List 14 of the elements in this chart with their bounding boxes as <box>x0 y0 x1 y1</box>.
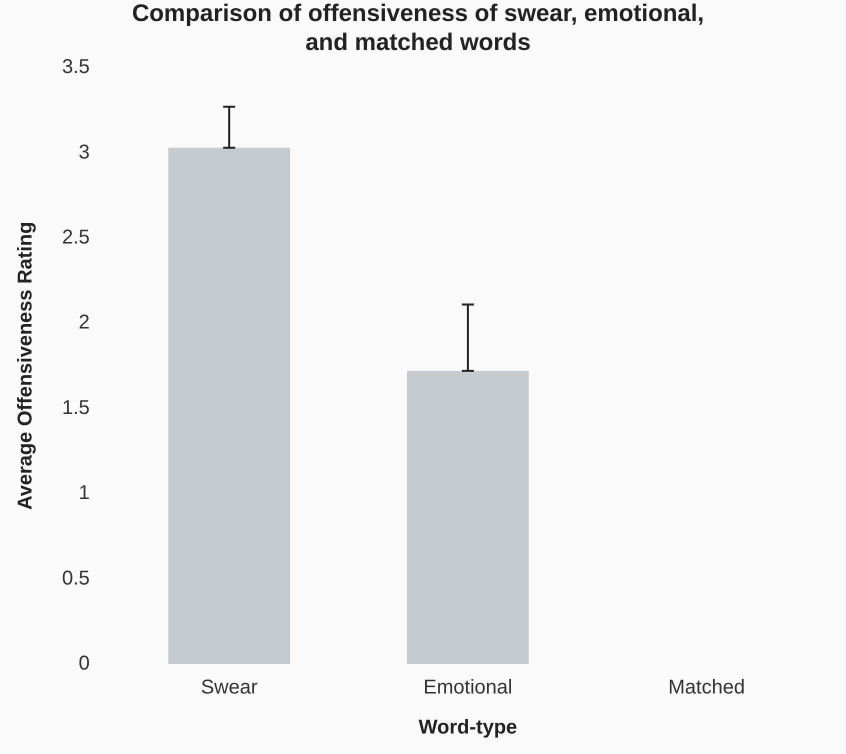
chart-title: Comparison of offensiveness of swear, emotional, and matched words <box>132 0 704 56</box>
y-tick-label: 1 <box>78 482 90 504</box>
y-tick-label: 3.5 <box>62 56 90 78</box>
y-tick-label: 3 <box>78 141 90 164</box>
x-tick-label: Swear <box>200 676 258 699</box>
y-tick-label: 1.5 <box>62 396 90 419</box>
x-axis-title: Word-type <box>418 716 518 739</box>
y-tick-label: 2 <box>78 312 90 334</box>
y-tick-label: 0 <box>78 652 90 675</box>
y-tick-label: 0.5 <box>62 567 90 590</box>
x-tick-label: Matched <box>668 676 745 699</box>
y-tick-label: 2.5 <box>62 226 90 249</box>
x-tick-label: Emotional <box>423 676 512 699</box>
y-axis-title: Average Offensiveness Rating <box>14 222 37 510</box>
